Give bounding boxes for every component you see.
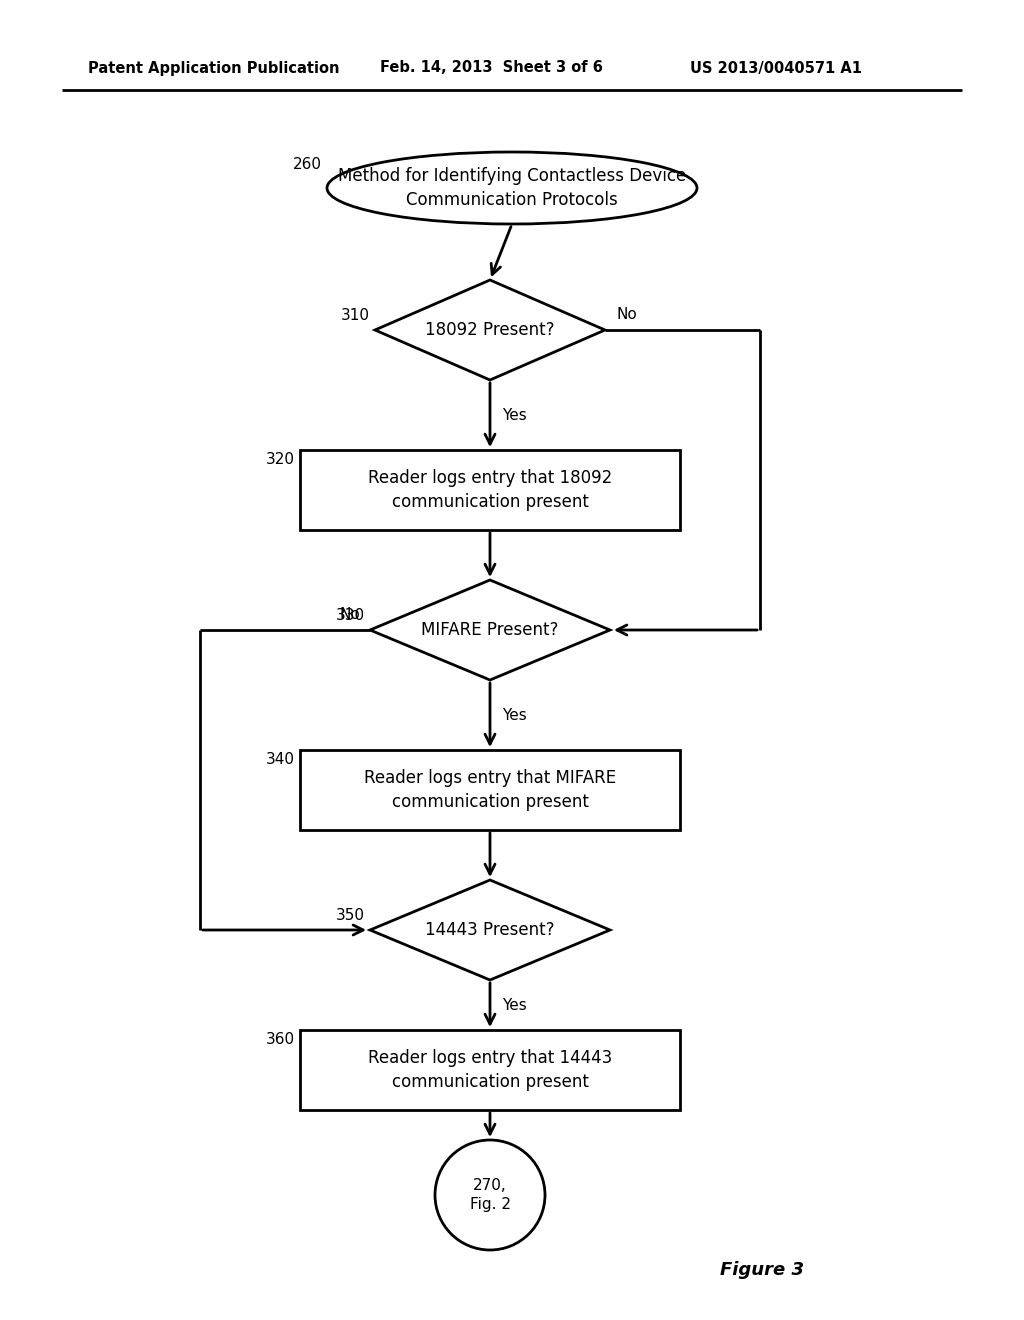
Text: 360: 360 [266,1032,295,1047]
Text: US 2013/0040571 A1: US 2013/0040571 A1 [690,61,862,75]
Text: Reader logs entry that MIFARE
communication present: Reader logs entry that MIFARE communicat… [364,770,616,810]
Text: Yes: Yes [502,408,526,422]
Circle shape [435,1140,545,1250]
Text: No: No [617,308,638,322]
Polygon shape [370,880,610,979]
Text: Reader logs entry that 14443
communication present: Reader logs entry that 14443 communicati… [368,1049,612,1090]
Text: 14443 Present?: 14443 Present? [425,921,555,939]
Text: Figure 3: Figure 3 [720,1261,804,1279]
Text: No: No [339,607,360,622]
Text: 270,
Fig. 2: 270, Fig. 2 [469,1177,511,1212]
Text: Yes: Yes [502,998,526,1012]
Bar [300,450,680,531]
Text: MIFARE Present?: MIFARE Present? [421,620,559,639]
Polygon shape [375,280,605,380]
Bar [300,1030,680,1110]
Text: Reader logs entry that 18092
communication present: Reader logs entry that 18092 communicati… [368,469,612,511]
Text: Feb. 14, 2013  Sheet 3 of 6: Feb. 14, 2013 Sheet 3 of 6 [380,61,603,75]
Text: 260: 260 [293,157,322,172]
Text: 330: 330 [336,607,365,623]
Text: 18092 Present?: 18092 Present? [425,321,555,339]
Polygon shape [370,579,610,680]
Text: 340: 340 [266,752,295,767]
Text: 350: 350 [336,908,365,923]
Text: 310: 310 [341,308,370,322]
Text: Yes: Yes [502,708,526,722]
Text: Method for Identifying Contactless Device
Communication Protocols: Method for Identifying Contactless Devic… [338,168,686,209]
Bar [300,750,680,830]
Text: 320: 320 [266,451,295,467]
Ellipse shape [327,152,697,224]
Text: Patent Application Publication: Patent Application Publication [88,61,340,75]
